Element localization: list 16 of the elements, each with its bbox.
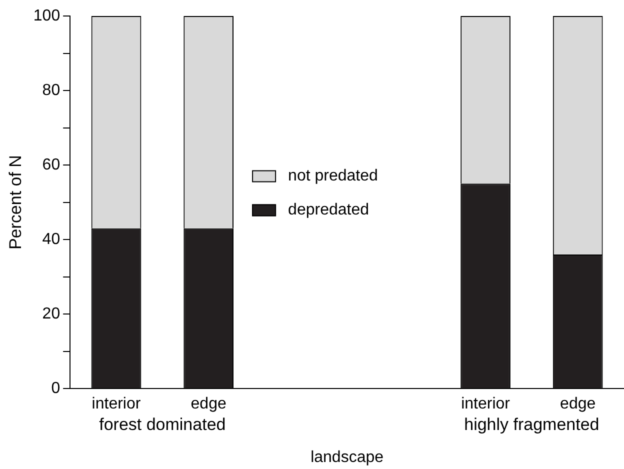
y-tick-label: 40 xyxy=(42,230,60,248)
x-tick-label: interior xyxy=(92,396,142,413)
x-tick-label: edge xyxy=(560,396,596,413)
text: highly fragmented xyxy=(464,414,600,434)
y-axis-title: Percent of N xyxy=(6,155,25,250)
y-tick-label: 0 xyxy=(51,380,60,398)
y-tick-label: 60 xyxy=(42,156,60,174)
y-tick-label: 80 xyxy=(42,82,60,99)
text: forest dominated xyxy=(99,414,226,434)
legend-label: not predated xyxy=(288,168,378,185)
legend-label: depredated xyxy=(288,202,370,219)
y-tick-label: 20 xyxy=(42,305,60,322)
y-tick-label: 100 xyxy=(33,7,60,24)
x-axis-title: landscape xyxy=(310,448,384,466)
x-tick-label: edge xyxy=(190,396,226,413)
x-tick-label: interior xyxy=(461,396,511,413)
